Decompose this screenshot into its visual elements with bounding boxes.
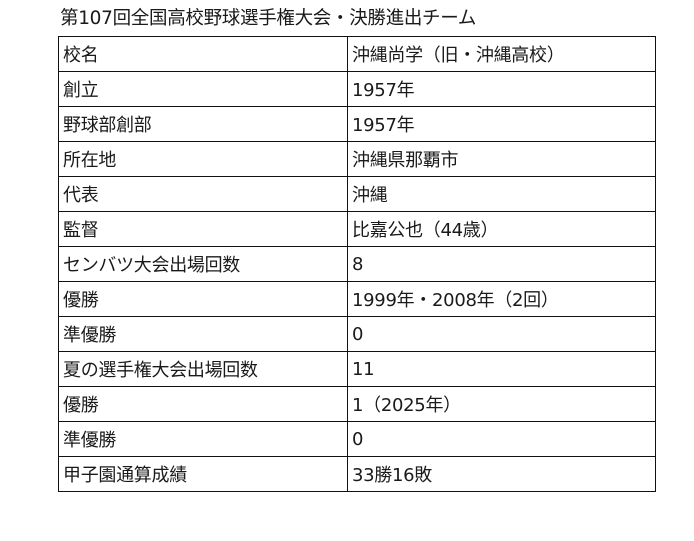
row-value: 33勝16敗 xyxy=(347,456,656,492)
row-label: 甲子園通算成績 xyxy=(58,456,348,492)
row-value: 沖縄 xyxy=(347,176,656,212)
table-row: 準優勝 0 xyxy=(58,421,656,457)
row-label: 準優勝 xyxy=(58,421,348,457)
row-label: センバツ大会出場回数 xyxy=(58,246,348,282)
row-label: 校名 xyxy=(58,36,348,72)
row-value: 0 xyxy=(347,421,656,457)
table-row: 優勝 1999年・2008年（2回） xyxy=(58,281,656,317)
table-title: 第107回全国高校野球選手権大会・決勝進出チーム xyxy=(60,8,477,29)
table-row: 野球部創部 1957年 xyxy=(58,106,656,142)
row-value: 1957年 xyxy=(347,106,656,142)
row-value: 沖縄尚学（旧・沖縄高校） xyxy=(347,36,656,72)
row-value: 0 xyxy=(347,316,656,352)
row-label: 創立 xyxy=(58,71,348,107)
row-value: 比嘉公也（44歳） xyxy=(347,211,656,247)
row-label: 優勝 xyxy=(58,281,348,317)
row-value: 1999年・2008年（2回） xyxy=(347,281,656,317)
table-row: 優勝 1（2025年） xyxy=(58,386,656,422)
row-label: 所在地 xyxy=(58,141,348,177)
table-row: 甲子園通算成績 33勝16敗 xyxy=(58,456,656,492)
row-label: 監督 xyxy=(58,211,348,247)
table-row: センバツ大会出場回数 8 xyxy=(58,246,656,282)
team-info-table: 校名 沖縄尚学（旧・沖縄高校） 創立 1957年 野球部創部 1957年 所在地 沖縄県那覇市… xyxy=(58,36,656,492)
row-value: 8 xyxy=(347,246,656,282)
table-row: 創立 1957年 xyxy=(58,71,656,107)
row-value: 11 xyxy=(347,351,656,387)
table-row: 校名 沖縄尚学（旧・沖縄高校） xyxy=(58,36,656,72)
table-row: 所在地 沖縄県那覇市 xyxy=(58,141,656,177)
row-label: 夏の選手権大会出場回数 xyxy=(58,351,348,387)
table-row: 代表 沖縄 xyxy=(58,176,656,212)
row-label: 優勝 xyxy=(58,386,348,422)
row-label: 代表 xyxy=(58,176,348,212)
row-value: 1（2025年） xyxy=(347,386,656,422)
row-label: 準優勝 xyxy=(58,316,348,352)
table-row: 夏の選手権大会出場回数 11 xyxy=(58,351,656,387)
table-row: 準優勝 0 xyxy=(58,316,656,352)
table-row: 監督 比嘉公也（44歳） xyxy=(58,211,656,247)
row-value: 1957年 xyxy=(347,71,656,107)
row-value: 沖縄県那覇市 xyxy=(347,141,656,177)
row-label: 野球部創部 xyxy=(58,106,348,142)
